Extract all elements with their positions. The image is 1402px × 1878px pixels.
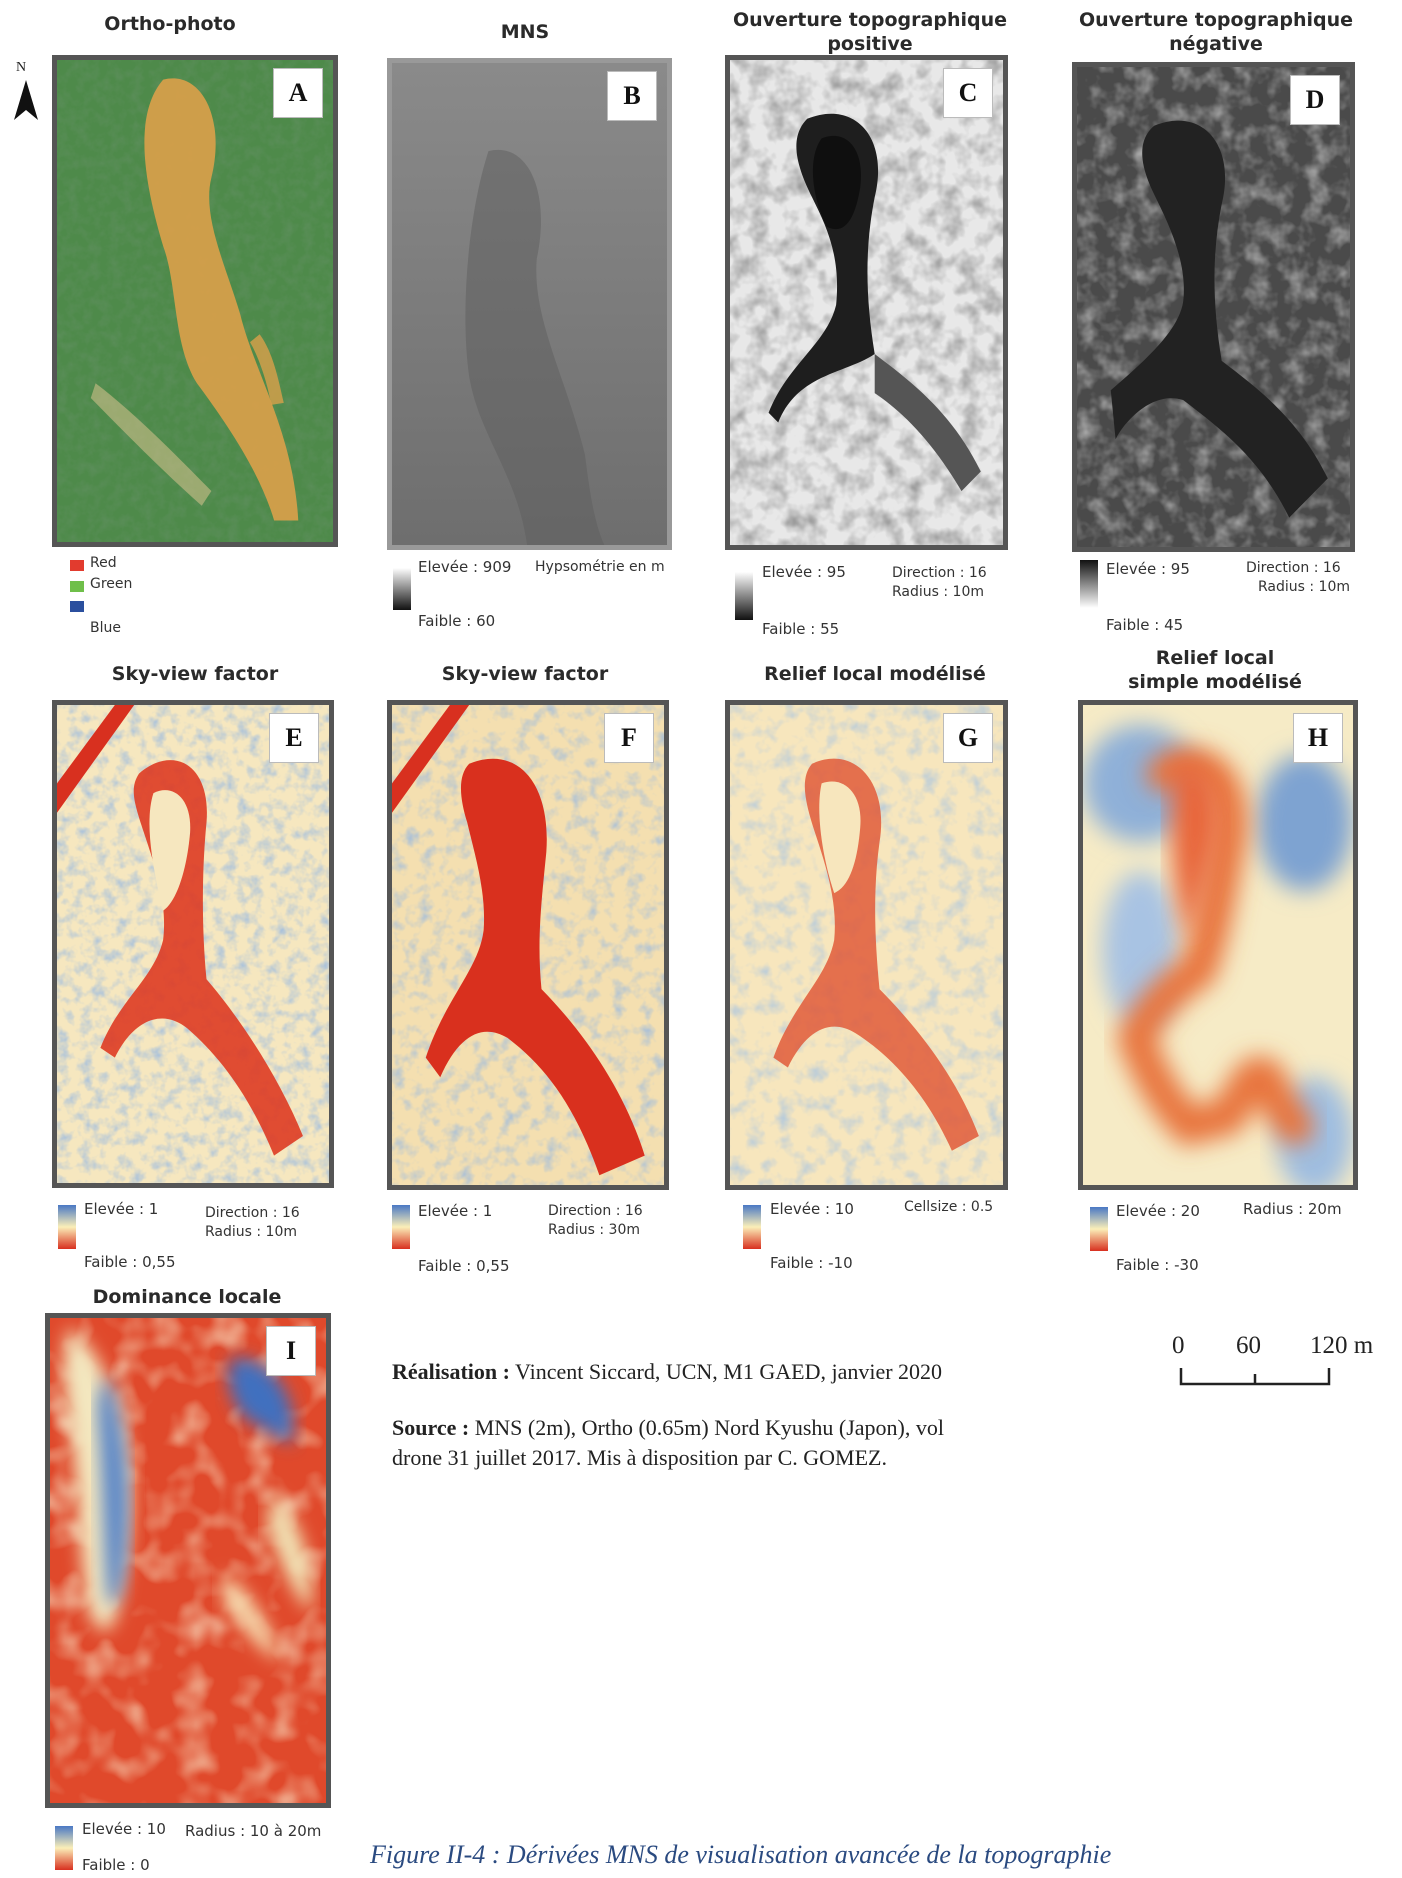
legend-b-low: Faible : 60	[418, 612, 496, 630]
legend-d-param1: Direction : 16	[1246, 560, 1341, 576]
legend-i-ramp	[55, 1826, 73, 1870]
legend-a-red-swatch	[70, 560, 84, 571]
legend-i-param1: Radius : 10 à 20m	[185, 1822, 322, 1840]
panel-i-title: Dominance locale	[92, 1286, 282, 1308]
panel-d-openness-negative: D	[1072, 62, 1355, 552]
panel-h-relief-simple: H	[1078, 700, 1358, 1190]
panel-e-skyview-10m: E	[52, 700, 334, 1188]
legend-h-high: Elevée : 20	[1116, 1202, 1200, 1220]
legend-f-ramp	[392, 1205, 410, 1249]
scale-bar	[1179, 1368, 1331, 1386]
panel-f-skyview-30m: F	[387, 700, 669, 1190]
panel-h-title-line2: simple modélisé	[1128, 671, 1302, 693]
legend-g-low: Faible : -10	[770, 1254, 853, 1272]
legend-e-low: Faible : 0,55	[84, 1253, 176, 1271]
panel-g-title: Relief local modélisé	[764, 663, 986, 685]
panel-g-letter: G	[943, 713, 993, 763]
panel-c-title-line2: positive	[827, 33, 913, 55]
legend-c-high: Elevée : 95	[762, 563, 846, 581]
legend-d-high: Elevée : 95	[1106, 560, 1190, 578]
panel-d-title-line1: Ouverture topographique	[1078, 9, 1354, 31]
legend-e-param2: Radius : 10m	[205, 1224, 298, 1240]
panel-i-letter: I	[266, 1326, 316, 1376]
panel-e-title: Sky-view factor	[111, 663, 279, 685]
credits-realisation-text: Vincent Siccard, UCN, M1 GAED, janvier 2…	[509, 1359, 943, 1384]
legend-b-note: Hypsométrie en m	[535, 559, 665, 575]
legend-i-high: Elevée : 10	[82, 1820, 166, 1838]
panel-a-title: Ortho-photo	[104, 13, 236, 35]
panel-g-relief-local: G	[725, 700, 1008, 1190]
legend-f-param1: Direction : 16	[548, 1203, 643, 1219]
panel-h-title: Relief local simple modélisé	[1070, 646, 1360, 694]
legend-h-param1: Radius : 20m	[1243, 1200, 1342, 1218]
legend-a-blue-swatch	[70, 601, 84, 612]
legend-g-ramp	[743, 1205, 761, 1249]
legend-a-green-label: Green	[90, 576, 133, 592]
legend-c-param2: Radius : 10m	[892, 584, 985, 600]
panel-b-title: MNS	[500, 21, 550, 43]
legend-f-high: Elevée : 1	[418, 1202, 493, 1220]
credits-realisation: Réalisation : Vincent Siccard, UCN, M1 G…	[392, 1357, 942, 1387]
credits-source-text-2: drone 31 juillet 2017. Mis à disposition…	[392, 1445, 887, 1470]
legend-c-ramp	[735, 572, 753, 620]
legend-i-low: Faible : 0	[82, 1856, 150, 1874]
credits-source-label: Source :	[392, 1415, 470, 1440]
legend-d-param2: Radius : 10m	[1258, 579, 1351, 595]
panel-b-letter: B	[607, 71, 657, 121]
legend-e-param1: Direction : 16	[205, 1205, 300, 1221]
scale-tick-60: 60	[1236, 1332, 1261, 1359]
legend-h-low: Faible : -30	[1116, 1256, 1199, 1274]
legend-d-ramp	[1080, 560, 1098, 608]
panel-e-letter: E	[269, 713, 319, 763]
legend-e-high: Elevée : 1	[84, 1200, 159, 1218]
credits-realisation-label: Réalisation :	[392, 1359, 510, 1384]
panel-c-letter: C	[943, 68, 993, 118]
legend-f-low: Faible : 0,55	[418, 1257, 510, 1275]
legend-c-low: Faible : 55	[762, 620, 840, 638]
legend-a-green-swatch	[70, 581, 84, 592]
legend-h-ramp	[1090, 1207, 1108, 1251]
legend-e-ramp	[58, 1205, 76, 1249]
credits-source: Source : MNS (2m), Ortho (0.65m) Nord Ky…	[392, 1413, 944, 1473]
north-arrow-icon	[14, 80, 38, 120]
figure-caption: Figure II-4 : Dérivées MNS de visualisat…	[370, 1840, 1112, 1869]
panel-h-title-line1: Relief local	[1155, 647, 1275, 669]
legend-b-ramp	[393, 568, 411, 610]
legend-b-high: Elevée : 909	[418, 558, 512, 576]
legend-d-low: Faible : 45	[1106, 616, 1184, 634]
panel-h-letter: H	[1293, 713, 1343, 763]
panel-d-title-line2: négative	[1169, 33, 1263, 55]
legend-g-high: Elevée : 10	[770, 1200, 854, 1218]
panel-a-letter: A	[273, 68, 323, 118]
legend-a-red-label: Red	[90, 555, 117, 571]
panel-f-title: Sky-view factor	[441, 663, 609, 685]
panel-a-orthophoto: A	[52, 55, 338, 547]
panel-i-dominance-locale: I	[45, 1313, 331, 1808]
panel-b-mns: B	[387, 58, 672, 550]
panel-d-title: Ouverture topographique négative	[1066, 8, 1366, 56]
panel-c-title-line1: Ouverture topographique	[732, 9, 1008, 31]
scale-tick-120: 120 m	[1310, 1332, 1374, 1359]
north-label: N	[16, 60, 27, 75]
legend-g-param1: Cellsize : 0.5	[904, 1199, 994, 1215]
scale-tick-0: 0	[1172, 1332, 1185, 1359]
legend-a-blue-label: Blue	[90, 620, 121, 636]
panel-d-letter: D	[1290, 75, 1340, 125]
legend-f-param2: Radius : 30m	[548, 1222, 641, 1238]
panel-f-letter: F	[604, 713, 654, 763]
legend-c-param1: Direction : 16	[892, 565, 987, 581]
credits-source-text-1: MNS (2m), Ortho (0.65m) Nord Kyushu (Jap…	[469, 1415, 944, 1440]
panel-c-title: Ouverture topographique positive	[720, 8, 1020, 56]
panel-c-openness-positive: C	[725, 55, 1008, 550]
